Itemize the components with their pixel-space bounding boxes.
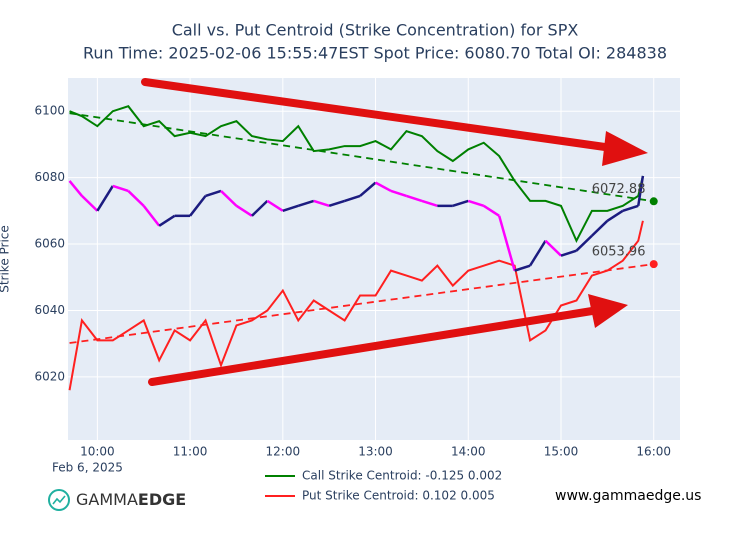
x-tick-label: 12:00 <box>266 445 301 459</box>
price-segment <box>235 204 253 217</box>
x-tick-label: 15:00 <box>544 445 579 459</box>
y-tick-label: 6020 <box>34 369 65 383</box>
arrow-bottom <box>148 294 628 386</box>
price-segment <box>467 199 485 208</box>
x-tick-label: 16:00 <box>636 445 671 459</box>
price-segment <box>374 181 392 193</box>
website: www.gammaedge.us <box>555 488 701 504</box>
x-tick-label: 10:00 <box>80 445 115 459</box>
logo: GAMMAEDGE <box>48 489 186 511</box>
x-tick-label: 11:00 <box>173 445 208 459</box>
price-segment <box>282 204 299 213</box>
price-segment <box>406 194 423 203</box>
x-date-label: Feb 6, 2025 <box>52 461 123 475</box>
y-tick-label: 6080 <box>34 170 65 184</box>
price-segment <box>544 239 562 257</box>
price-segment <box>606 209 624 222</box>
trend-end-dot <box>649 260 658 269</box>
price-segment <box>560 249 577 257</box>
x-tick-label: 13:00 <box>358 445 393 459</box>
x-tick-label: 14:00 <box>451 445 486 459</box>
arrow-top <box>141 78 648 166</box>
trend-line <box>69 112 654 203</box>
series-line <box>69 105 644 244</box>
y-axis-label: Strike Price <box>0 225 12 293</box>
plot-background <box>68 78 680 440</box>
price-segment <box>112 184 129 193</box>
price-segment <box>297 199 315 208</box>
logo-light: GAMMA <box>76 490 138 509</box>
price-segment <box>158 214 176 227</box>
price-segment <box>452 199 469 208</box>
legend-label: Call Strike Centroid: -0.125 0.002 <box>302 469 502 483</box>
price-segment <box>205 189 222 198</box>
legend-label: Put Strike Centroid: 0.102 0.005 <box>302 489 495 503</box>
chart-subtitle: Run Time: 2025-02-06 15:55:47EST Spot Pr… <box>83 44 667 63</box>
trend-line <box>69 263 654 344</box>
price-segment <box>483 204 500 217</box>
price-segment <box>344 194 361 203</box>
y-tick-label: 6100 <box>34 104 65 118</box>
trend-label: 6072.88 <box>592 182 646 197</box>
price-segment <box>96 185 114 212</box>
price-segment <box>622 204 639 213</box>
price-segment <box>359 181 377 197</box>
price-segment <box>189 195 207 217</box>
price-segment <box>68 180 83 197</box>
price-segment <box>591 219 609 237</box>
price-segment <box>497 215 516 271</box>
logo-bold: EDGE <box>138 490 186 509</box>
chart-title: Call vs. Put Centroid (Strike Concentrat… <box>172 21 579 40</box>
trend-label: 6053.96 <box>592 245 646 260</box>
price-segment <box>220 190 238 207</box>
price-segment <box>637 175 645 207</box>
price-segment <box>81 195 99 212</box>
price-segment <box>142 205 161 227</box>
price-segment <box>251 199 269 217</box>
price-segment <box>127 190 145 207</box>
logo-text: GAMMAEDGE <box>76 490 186 509</box>
y-tick-label: 6040 <box>34 303 65 317</box>
price-segment <box>575 234 593 252</box>
price-segment <box>529 240 547 267</box>
price-segment <box>390 189 407 198</box>
price-segment <box>328 199 346 208</box>
y-tick-label: 6060 <box>34 237 65 251</box>
price-segment <box>313 199 330 208</box>
price-segment <box>421 199 438 208</box>
price-segment <box>266 199 284 212</box>
trend-end-dot <box>649 197 658 206</box>
price-segment <box>514 264 531 272</box>
